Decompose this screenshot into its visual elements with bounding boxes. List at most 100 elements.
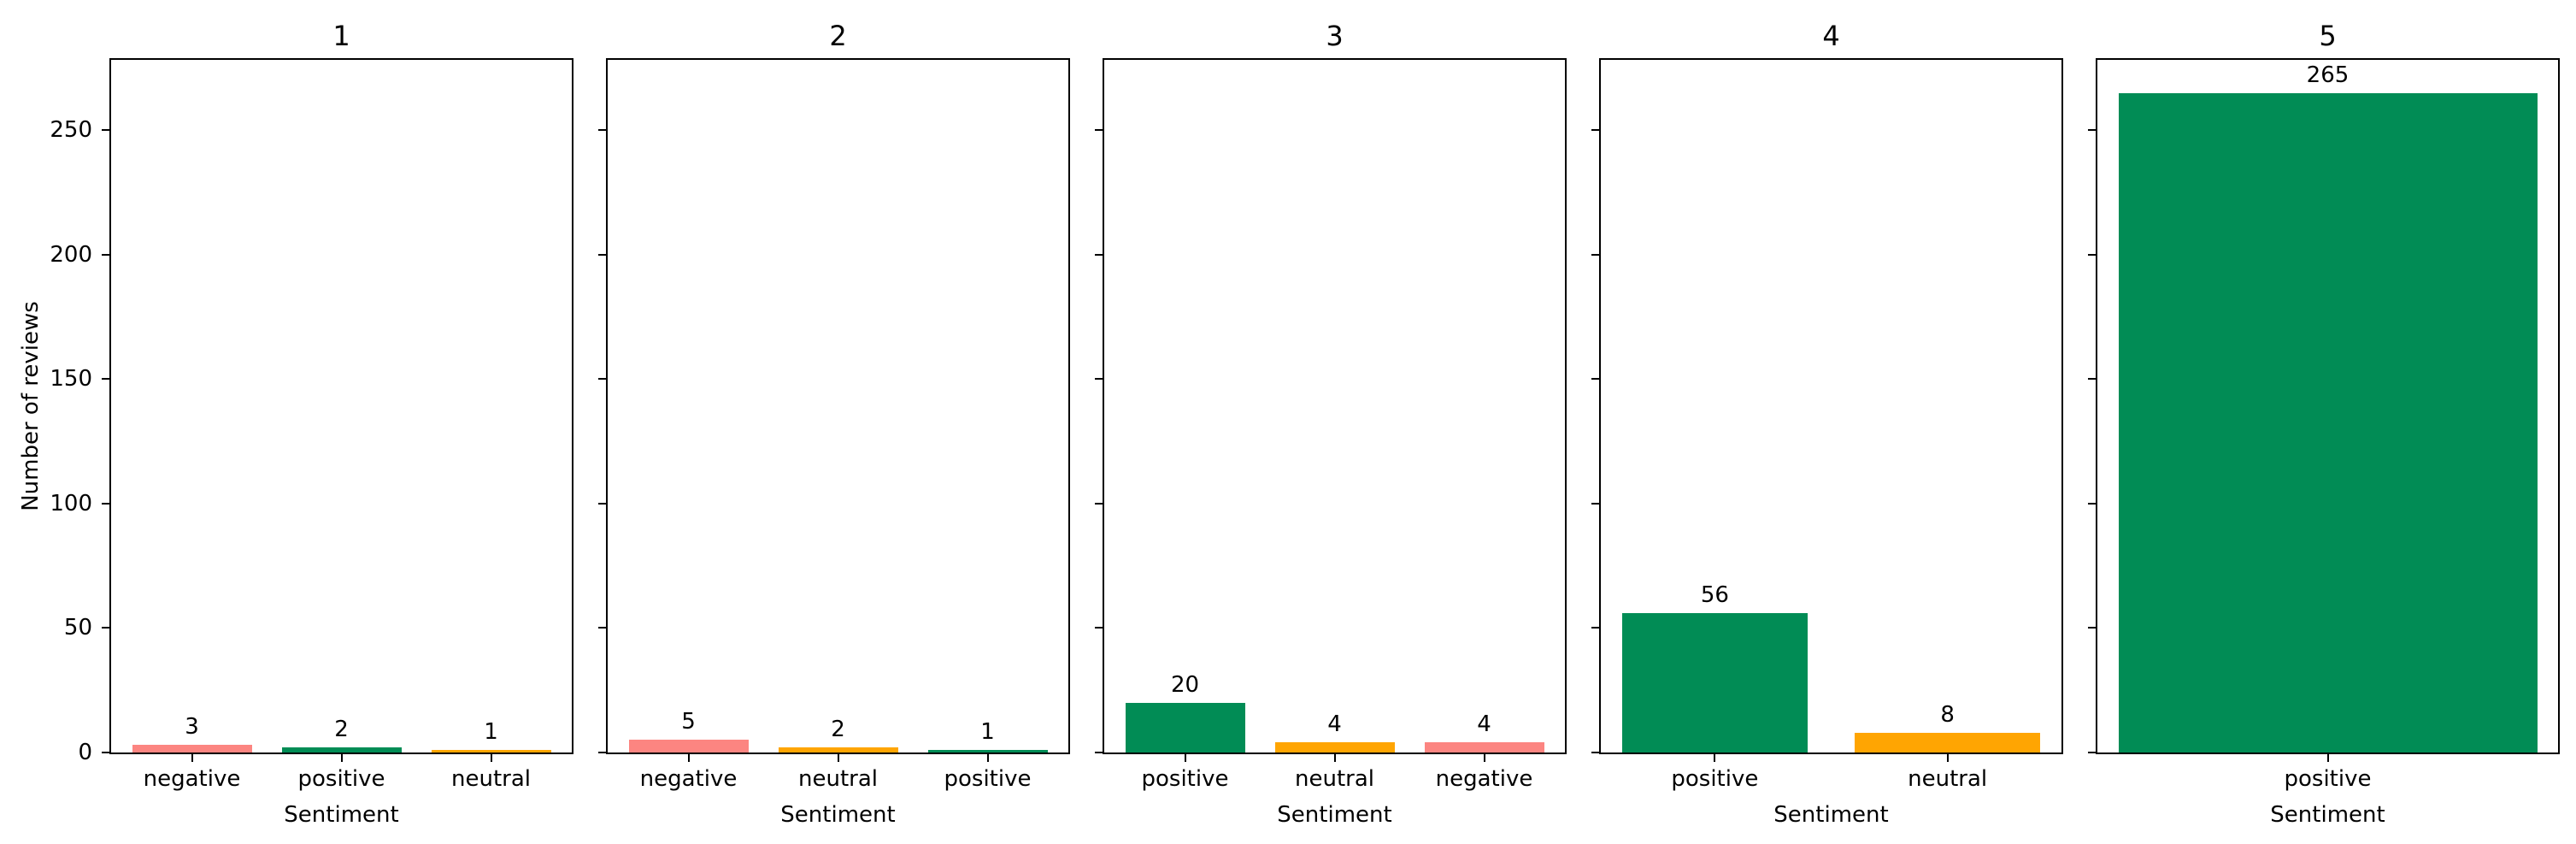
bar-positive xyxy=(1621,612,1808,753)
y-tick-mark xyxy=(1095,502,1103,505)
bar-negative xyxy=(132,745,252,753)
bar-neutral xyxy=(1274,742,1395,753)
x-tick-label: neutral xyxy=(1295,766,1374,792)
subplot-title-4: 4 xyxy=(1822,20,1840,52)
x-tick-mark xyxy=(2326,754,2329,762)
y-tick-mark xyxy=(598,253,606,256)
y-tick-mark xyxy=(2088,129,2096,132)
x-tick-mark xyxy=(191,754,193,762)
x-tick-label: positive xyxy=(1141,766,1229,792)
x-tick-mark xyxy=(986,754,989,762)
x-tick-label: positive xyxy=(944,766,1032,792)
x-tick-mark xyxy=(340,754,343,762)
y-tick-mark xyxy=(1591,627,1599,629)
subplot-5: 265 xyxy=(2088,58,2560,762)
subplot-title-2: 2 xyxy=(829,20,847,52)
bar-neutral xyxy=(431,750,551,753)
y-tick-mark xyxy=(598,378,606,381)
y-tick-mark xyxy=(1095,253,1103,256)
bar-negative xyxy=(1424,742,1544,753)
x-tick-mark xyxy=(687,754,690,762)
y-tick-mark xyxy=(1095,627,1103,629)
x-axis-label: Sentiment xyxy=(1277,802,1392,828)
y-tick-mark xyxy=(1095,752,1103,753)
bar-positive xyxy=(927,750,1048,753)
bar-negative xyxy=(628,740,749,753)
subplot-title-5: 5 xyxy=(2319,20,2337,52)
bar-value-label: 3 xyxy=(185,714,199,741)
y-tick-mark xyxy=(1591,253,1599,256)
y-tick-label: 250 xyxy=(50,117,92,144)
x-axis-label: Sentiment xyxy=(284,802,399,828)
subplot-1: 3 2 1 xyxy=(102,58,573,762)
bar-value-label: 4 xyxy=(1327,711,1342,738)
x-tick-label: negative xyxy=(1435,766,1533,792)
y-tick-label: 0 xyxy=(78,740,92,765)
x-tick-mark xyxy=(1946,754,1949,762)
y-tick-mark xyxy=(598,502,606,505)
y-tick-mark xyxy=(102,253,109,256)
x-tick-label: negative xyxy=(639,766,738,792)
y-tick-mark xyxy=(102,502,109,505)
subplot-4: 56 8 xyxy=(1591,58,2063,762)
x-tick-label: positive xyxy=(297,766,385,792)
x-tick-label: positive xyxy=(1671,766,1759,792)
y-tick-mark xyxy=(1095,378,1103,381)
x-tick-label: negative xyxy=(143,766,241,792)
bar-value-label: 5 xyxy=(681,709,696,735)
subplot-2: 5 2 1 xyxy=(598,58,1070,762)
x-tick-label: positive xyxy=(2284,766,2372,792)
y-tick-mark xyxy=(1591,752,1599,753)
y-tick-mark xyxy=(102,752,109,753)
bar-value-label: 2 xyxy=(831,717,845,743)
bar-value-label: 4 xyxy=(1477,711,1491,738)
y-tick-mark xyxy=(598,752,606,753)
x-tick-mark xyxy=(1333,754,1336,762)
bar-value-label: 8 xyxy=(1940,701,1955,728)
x-axis-label: Sentiment xyxy=(2270,802,2385,828)
y-tick-mark xyxy=(2088,752,2096,753)
x-tick-mark xyxy=(1184,754,1186,762)
bar-neutral xyxy=(778,747,898,753)
bar-value-label: 1 xyxy=(980,719,995,746)
y-tick-mark xyxy=(2088,627,2096,629)
x-tick-label: neutral xyxy=(451,766,531,792)
y-tick-label: 200 xyxy=(50,241,92,268)
y-tick-mark xyxy=(2088,502,2096,505)
y-tick-mark xyxy=(102,378,109,381)
y-tick-mark xyxy=(598,627,606,629)
x-tick-mark xyxy=(1483,754,1485,762)
x-axis-label: Sentiment xyxy=(1773,802,1889,828)
subplot-title-3: 3 xyxy=(1326,20,1344,52)
bar-value-label: 1 xyxy=(484,719,498,746)
bar-value-label: 56 xyxy=(1700,581,1729,608)
y-tick-mark xyxy=(1591,378,1599,381)
y-tick-mark xyxy=(1591,502,1599,505)
y-tick-mark xyxy=(2088,253,2096,256)
y-tick-mark xyxy=(102,627,109,629)
bar-positive xyxy=(2118,92,2538,753)
subplot-title-1: 1 xyxy=(332,20,350,52)
x-tick-mark xyxy=(837,754,839,762)
y-tick-mark xyxy=(2088,378,2096,381)
bar-value-label: 2 xyxy=(334,717,349,743)
y-tick-label: 50 xyxy=(63,615,92,641)
bar-value-label: 20 xyxy=(1170,671,1200,698)
bar-positive xyxy=(1125,702,1245,753)
y-tick-label: 150 xyxy=(50,366,92,392)
bar-positive xyxy=(281,747,402,753)
y-tick-label: 100 xyxy=(50,490,92,516)
subplot-3: 20 4 4 xyxy=(1095,58,1567,762)
y-axis-label: Number of reviews xyxy=(18,301,44,511)
bar-neutral xyxy=(1854,732,2041,753)
x-tick-label: neutral xyxy=(798,766,878,792)
bar-value-label: 265 xyxy=(2306,62,2350,88)
x-axis-label: Sentiment xyxy=(780,802,896,828)
x-tick-mark xyxy=(1714,754,1716,762)
x-tick-mark xyxy=(490,754,492,762)
y-tick-mark xyxy=(102,129,109,132)
y-tick-mark xyxy=(1591,129,1599,132)
y-tick-mark xyxy=(1095,129,1103,132)
x-tick-label: neutral xyxy=(1908,766,1988,792)
